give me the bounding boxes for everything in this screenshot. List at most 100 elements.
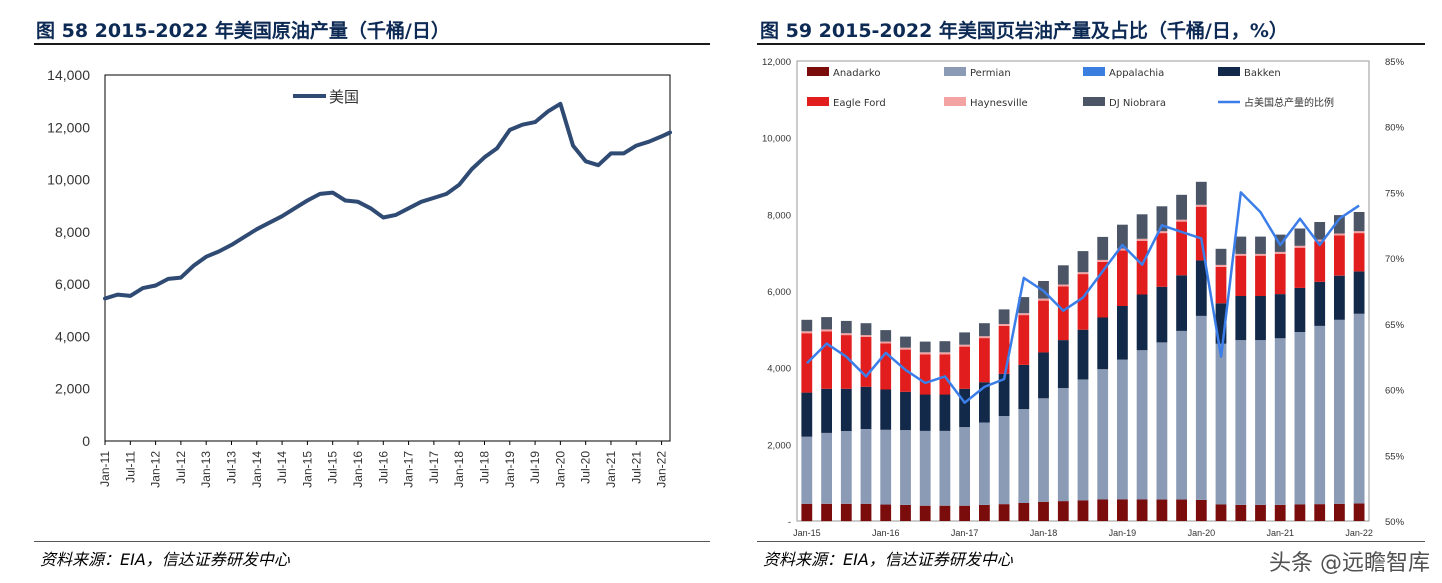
bar-segment-haynesville xyxy=(1314,239,1326,242)
bar-segment-permian xyxy=(919,430,931,506)
x-tick-label: Jan-15 xyxy=(793,528,821,538)
bar-segment-bakken xyxy=(1097,317,1109,370)
x-tick-label: Jan-11 xyxy=(98,451,112,487)
bar-segment-anadarko xyxy=(939,505,951,521)
legend-swatch-eagle-ford xyxy=(807,97,829,106)
x-tick-label: Jan-17 xyxy=(951,528,979,538)
bar-segment-anadarko xyxy=(959,505,970,521)
bar-segment-dj-niobrara xyxy=(979,323,990,337)
watermark: 头条 @远瞻智库 xyxy=(1269,551,1430,576)
x-tick-label: Jul-11 xyxy=(123,451,137,483)
right-title-rule xyxy=(757,43,1425,45)
bar-segment-anadarko xyxy=(1117,499,1128,521)
bar-segment-eagle-ford xyxy=(840,335,852,389)
bar-segment-haynesville xyxy=(1018,313,1030,316)
bar-segment-permian xyxy=(1255,340,1266,505)
bar-segment-haynesville xyxy=(821,329,832,332)
bar-segment-dj-niobrara xyxy=(1077,251,1089,273)
bar-segment-eagle-ford xyxy=(1117,250,1128,306)
y-tick-label: 14,000 xyxy=(47,67,90,83)
bar-segment-anadarko xyxy=(1136,499,1148,521)
bar-segment-bakken xyxy=(1274,294,1286,339)
bar-segment-eagle-ford xyxy=(1314,241,1326,282)
bar-segment-haynesville xyxy=(860,335,872,337)
left-bottom-rule xyxy=(34,541,710,542)
bar-segment-haynesville xyxy=(1215,264,1227,267)
x-tick-label: Jul-18 xyxy=(477,451,491,484)
y-tick-label: - xyxy=(788,517,791,528)
bar-segment-eagle-ford xyxy=(1176,221,1187,276)
bar-segment-haynesville xyxy=(900,347,911,350)
y2-tick-label: 85% xyxy=(1385,57,1405,68)
right-chart-panel: 图 59 2015-2022 年美国页岩油产量及占比（千桶/日，%） - 2,00… xyxy=(745,0,1442,583)
bar-segment-dj-niobrara xyxy=(1215,248,1227,265)
right-source-note: 资料来源：EIA，信达证券研发中心 xyxy=(763,550,1013,569)
bar-segment-haynesville xyxy=(1334,233,1345,236)
bar-segment-anadarko xyxy=(860,503,872,522)
bar-segment-anadarko xyxy=(1334,503,1345,522)
right-stacked-bar-chart: - 2,000 4,000 6,000 8,000 10,000 12,000 50% 55% 6… xyxy=(762,57,1405,538)
y-tick-label: 10,000 xyxy=(762,134,791,145)
bar-segment-permian xyxy=(1235,340,1247,505)
right-bottom-rule xyxy=(757,541,1425,542)
x-tick-label: Jul-21 xyxy=(629,451,643,484)
legend-swatch-anadarko xyxy=(807,67,829,76)
legend-label: Appalachia xyxy=(1109,68,1164,79)
bar-segment-eagle-ford xyxy=(1294,247,1306,288)
bar-segment-permian xyxy=(1215,343,1227,505)
bar-segment-anadarko xyxy=(1097,499,1109,521)
y-tick-label: 12,000 xyxy=(47,119,90,135)
bar-segment-permian xyxy=(1117,359,1128,500)
bar-segment-anadarko xyxy=(1156,499,1168,521)
legend-label: Bakken xyxy=(1244,68,1281,79)
bar-segment-dj-niobrara xyxy=(1018,297,1030,314)
bar-segment-anadarko xyxy=(919,505,931,521)
bar-segment-dj-niobrara xyxy=(1195,181,1207,205)
bar-segment-dj-niobrara xyxy=(1235,236,1247,254)
bar-segment-eagle-ford xyxy=(1274,253,1286,295)
x-tick-label: Jul-16 xyxy=(376,451,390,484)
x-tick-label: Jul-14 xyxy=(275,451,289,484)
bar-segment-permian xyxy=(1334,319,1345,504)
bar-segment-anadarko xyxy=(979,504,990,521)
x-tick-label: Jan-16 xyxy=(351,451,365,488)
bar-segment-dj-niobrara xyxy=(1314,222,1326,240)
y2-tick-label: 65% xyxy=(1385,320,1405,331)
x-tick-label: Jul-19 xyxy=(528,451,542,484)
us-production-line xyxy=(103,101,672,301)
bar-segment-permian xyxy=(860,429,872,504)
bar-segment-anadarko xyxy=(880,504,892,521)
x-tick-label: Jan-18 xyxy=(1030,528,1058,538)
y-tick-label: 2,000 xyxy=(55,381,90,397)
bar-segment-anadarko xyxy=(1353,503,1365,521)
y2-tick-label: 75% xyxy=(1385,188,1405,199)
x-tick-label: Jan-21 xyxy=(604,451,618,488)
bar-segment-eagle-ford xyxy=(1255,255,1266,296)
bar-segment-eagle-ford xyxy=(880,343,892,390)
x-tick-label: Jan-19 xyxy=(503,451,517,488)
bar-segment-bakken xyxy=(900,391,911,431)
bar-segment-permian xyxy=(1195,315,1207,500)
bar-segment-anadarko xyxy=(900,504,911,521)
bar-segment-bakken xyxy=(1314,281,1326,326)
bar-segment-permian xyxy=(1097,369,1109,500)
bar-segment-haynesville xyxy=(1176,219,1187,222)
bar-segment-dj-niobrara xyxy=(1156,206,1168,232)
bar-segment-bakken xyxy=(801,392,813,437)
bar-segment-anadarko xyxy=(1274,504,1286,521)
bar-segment-eagle-ford xyxy=(979,338,990,383)
bar-segment-bakken xyxy=(1176,275,1187,331)
x-tick-label: Jan-22 xyxy=(1345,528,1373,538)
bar-segment-bakken xyxy=(1195,260,1207,316)
legend-label: DJ Niobrara xyxy=(1109,98,1166,109)
bar-segment-bakken xyxy=(1235,296,1247,341)
bar-segment-eagle-ford xyxy=(1077,274,1089,330)
y-tick-label: 4,000 xyxy=(55,328,90,344)
bar-segment-bakken xyxy=(1294,287,1306,332)
bar-segment-dj-niobrara xyxy=(1136,214,1148,239)
bar-segment-haynesville xyxy=(1235,253,1247,256)
bar-segment-dj-niobrara xyxy=(801,319,813,332)
y-tick-label: 10,000 xyxy=(47,172,90,188)
bar-segment-permian xyxy=(900,430,911,505)
bar-segment-anadarko xyxy=(1176,499,1187,521)
